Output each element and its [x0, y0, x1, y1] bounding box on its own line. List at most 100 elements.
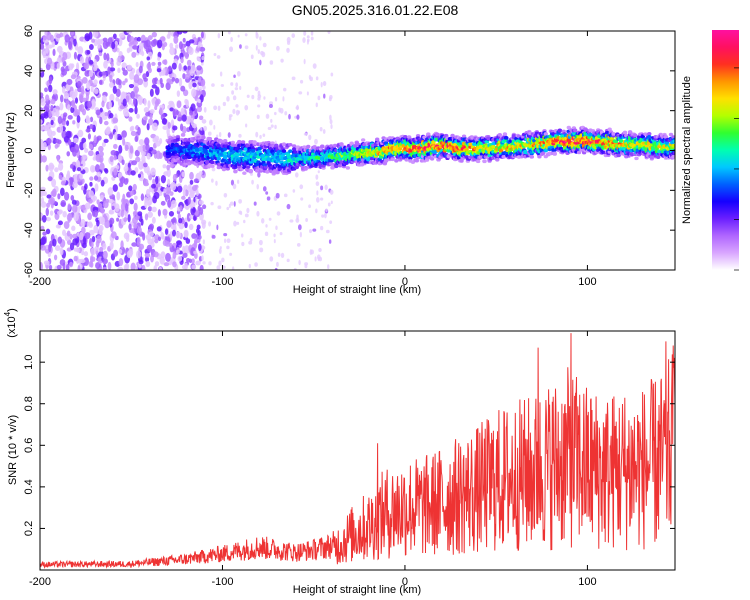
- spectrogram-noise-cell: [232, 183, 237, 190]
- spectrogram-noise-cell: [162, 67, 166, 76]
- spectrogram-ridge-cell: [201, 157, 206, 161]
- spectrogram-noise-cell: [238, 199, 242, 204]
- spectrogram-noise-cell: [195, 196, 198, 201]
- spectrogram-noise-cell: [74, 143, 80, 153]
- spectrogram-noise-cell: [57, 115, 63, 125]
- spectrogram-noise-cell: [184, 221, 188, 229]
- spectrogram-noise-cell: [85, 128, 91, 133]
- spectrogram-noise-cell: [45, 228, 51, 235]
- spectrogram-noise-cell: [309, 76, 313, 82]
- spectrogram-noise-cell: [47, 176, 53, 182]
- spectrogram-noise-cell: [76, 247, 80, 253]
- spectrogram-noise-cell: [265, 113, 270, 119]
- spectrogram-noise-cell: [189, 179, 194, 185]
- spectrogram-noise-cell: [197, 234, 202, 240]
- spectrogram-noise-cell: [45, 207, 49, 217]
- spectrogram-noise-cell: [170, 200, 177, 208]
- spectrogram-ridge-cell: [205, 145, 210, 150]
- spectrogram-noise-cell: [177, 117, 183, 122]
- spectrogram-noise-cell: [264, 231, 269, 237]
- spectrogram-noise-cell: [146, 56, 151, 61]
- spectrogram-noise-cell: [50, 119, 54, 126]
- spectrogram-noise-cell: [102, 37, 108, 42]
- spectrogram-noise-cell: [227, 132, 231, 138]
- spectrogram-noise-cell: [128, 223, 132, 231]
- spectrogram-ridge-cell: [281, 142, 287, 147]
- spectrogram-noise-cell: [147, 206, 153, 212]
- spectrogram-noise-cell: [255, 31, 258, 36]
- spectrogram-noise-cell: [146, 123, 150, 131]
- spectrogram-ridge-cell: [225, 166, 230, 171]
- spectrogram-noise-cell: [40, 98, 46, 106]
- spectrogram-ridge-cell: [288, 142, 293, 147]
- spectrogram-noise-cell: [156, 68, 162, 73]
- spectrogram-noise-cell: [57, 220, 63, 226]
- spectrogram-noise-cell: [195, 45, 201, 52]
- spectrogram-noise-cell: [121, 159, 125, 166]
- spectrogram-noise-cell: [117, 153, 122, 162]
- spectrogram-noise-cell: [65, 263, 70, 270]
- spectrogram-noise-cell: [181, 195, 186, 200]
- spectrogram-noise-cell: [178, 62, 182, 72]
- spectrogram-noise-cell: [108, 82, 115, 88]
- spectrogram-noise-cell: [199, 86, 203, 92]
- spectrogram-noise-cell: [279, 232, 283, 236]
- spectrogram-noise-cell: [136, 250, 142, 259]
- spectrogram-noise-cell: [60, 199, 67, 208]
- spectrogram-noise-cell: [47, 44, 53, 49]
- spectrogram-noise-cell: [156, 39, 163, 49]
- spectrogram-noise-cell: [274, 111, 277, 116]
- spectrogram-noise-cell: [217, 33, 221, 39]
- spectrogram-noise-cell: [113, 249, 119, 257]
- spectrogram-noise-cell: [327, 264, 330, 270]
- spectrogram-noise-cell: [286, 47, 290, 53]
- spectrogram-ridge-cell: [240, 140, 246, 144]
- spectrogram-noise-cell: [125, 203, 129, 212]
- spectrogram-noise-cell: [97, 202, 103, 210]
- spectrogram-noise-cell: [65, 83, 70, 91]
- spectrogram-noise-cell: [132, 45, 139, 50]
- spectrogram-noise-cell: [143, 181, 150, 187]
- spectrogram-noise-cell: [203, 106, 207, 113]
- spectrogram-noise-cell: [122, 80, 126, 86]
- spectrogram-ridge-cell: [408, 156, 413, 160]
- spectrogram-ridge-cell: [502, 132, 508, 136]
- spectrogram-noise-cell: [59, 32, 64, 38]
- spectrogram-noise-cell: [128, 107, 134, 113]
- spectrogram-noise-cell: [237, 34, 240, 38]
- spectrogram-noise-cell: [86, 81, 91, 91]
- spectrogram-noise-cell: [314, 138, 318, 145]
- spectrogram-noise-cell: [81, 226, 86, 235]
- spectrogram-noise-cell: [186, 212, 191, 222]
- spectrogram-noise-cell: [177, 185, 183, 193]
- spectrogram-noise-cell: [176, 100, 182, 109]
- spectrogram-noise-cell: [136, 113, 140, 119]
- spectrogram-ridge-cell: [486, 136, 491, 141]
- spectrogram-noise-cell: [134, 88, 138, 97]
- spectrogram-noise-cell: [179, 123, 184, 132]
- spectrogram-noise-cell: [41, 214, 47, 223]
- spectrogram-noise-cell: [308, 134, 312, 141]
- spectrogram-noise-cell: [79, 258, 86, 264]
- spectrogram-noise-cell: [137, 211, 143, 217]
- spectrogram-noise-cell: [80, 85, 85, 93]
- spectrogram-noise-cell: [147, 201, 151, 207]
- spectrogram-noise-cell: [315, 76, 319, 81]
- spectrogram-ridge-cell: [205, 160, 210, 165]
- spectrogram-noise-cell: [274, 124, 277, 130]
- spectrogram-noise-cell: [121, 130, 127, 138]
- spectrogram-noise-cell: [239, 85, 242, 90]
- spectrogram-noise-cell: [82, 142, 87, 150]
- spectrogram-noise-cell: [261, 218, 265, 224]
- spectrogram-noise-cell: [200, 79, 205, 87]
- spectrogram-noise-cell: [172, 261, 177, 268]
- spectrogram-noise-cell: [229, 201, 234, 206]
- spectrogram-noise-cell: [54, 245, 61, 252]
- spectrogram-noise-cell: [273, 239, 276, 244]
- spectrogram-noise-cell: [191, 258, 195, 265]
- spectrogram-ridge-cell: [468, 142, 473, 147]
- spectrogram-noise-cell: [322, 81, 327, 87]
- spectrogram-noise-cell: [85, 117, 91, 124]
- spectrogram-noise-cell: [155, 86, 160, 96]
- spectrogram-ridge-cell: [216, 165, 222, 170]
